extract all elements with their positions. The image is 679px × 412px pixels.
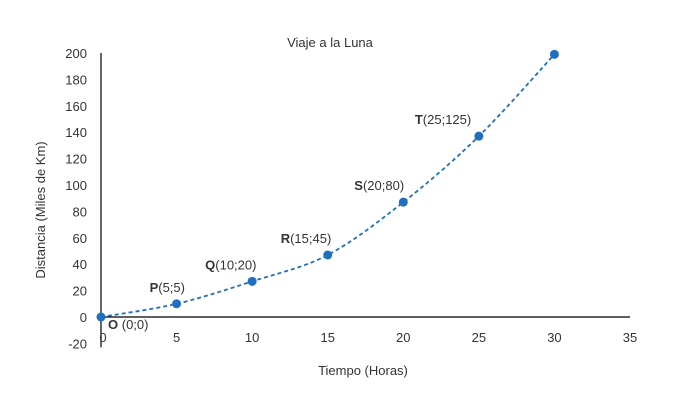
y-tick-label: 120 [65,152,87,167]
x-tick-label: 20 [396,330,410,345]
tick-labels: -20 0 20 40 60 80 100 120 140 160 180 200 0 5 10 15 20 25… [65,46,637,351]
y-tick-label: 140 [65,125,87,140]
y-tick-label: 160 [65,99,87,114]
chart-title: Viaje a la Luna [287,35,374,50]
point-coords: (5;5) [158,280,185,295]
x-axis-label: Tiempo (Horas) [318,363,408,378]
x-tick-label: 30 [547,330,561,345]
data-points [96,49,559,322]
data-point [96,312,106,322]
y-tick-label: -20 [68,336,87,351]
point-coords: (10;20) [215,257,256,272]
point-coords: (25;125) [423,112,471,127]
y-axis-label: Distancia (Miles de Km) [33,141,48,278]
y-tick-label: 60 [73,231,87,246]
point-labels: O (0;0)P(5;5)Q(10;20)R(15;45)S(20;80)T(2… [108,112,471,332]
y-tick-label: 40 [73,257,87,272]
data-point [549,49,559,59]
y-tick-label: 0 [80,310,87,325]
y-tick-label: 20 [73,284,87,299]
data-point [398,197,408,207]
y-tick-label: 180 [65,72,87,87]
point-label: T(25;125) [415,112,471,127]
y-tick-label: 100 [65,178,87,193]
point-coords: (20;80) [363,178,404,193]
data-point [323,250,333,260]
point-letter: Q [205,257,215,272]
point-label: R(15;45) [281,231,332,246]
point-letter: O [108,317,118,332]
x-tick-label: 0 [99,330,106,345]
x-tick-label: 25 [472,330,486,345]
axes [100,53,630,348]
point-letter: T [415,112,423,127]
y-tick-label: 80 [73,204,87,219]
x-tick-label: 35 [623,330,637,345]
point-label: O (0;0) [108,317,148,332]
x-tick-label: 5 [173,330,180,345]
data-point [474,131,484,141]
data-point [172,299,182,309]
point-coords: (0;0) [118,317,148,332]
point-coords: (15;45) [290,231,331,246]
point-letter: S [354,178,363,193]
data-point [247,276,257,286]
point-label: P(5;5) [150,280,185,295]
x-tick-label: 15 [320,330,334,345]
point-label: S(20;80) [354,178,404,193]
x-tick-label: 10 [245,330,259,345]
y-tick-label: 200 [65,46,87,61]
series-line [100,53,556,318]
point-letter: R [281,231,291,246]
point-label: Q(10;20) [205,257,256,272]
point-letter: P [150,280,159,295]
